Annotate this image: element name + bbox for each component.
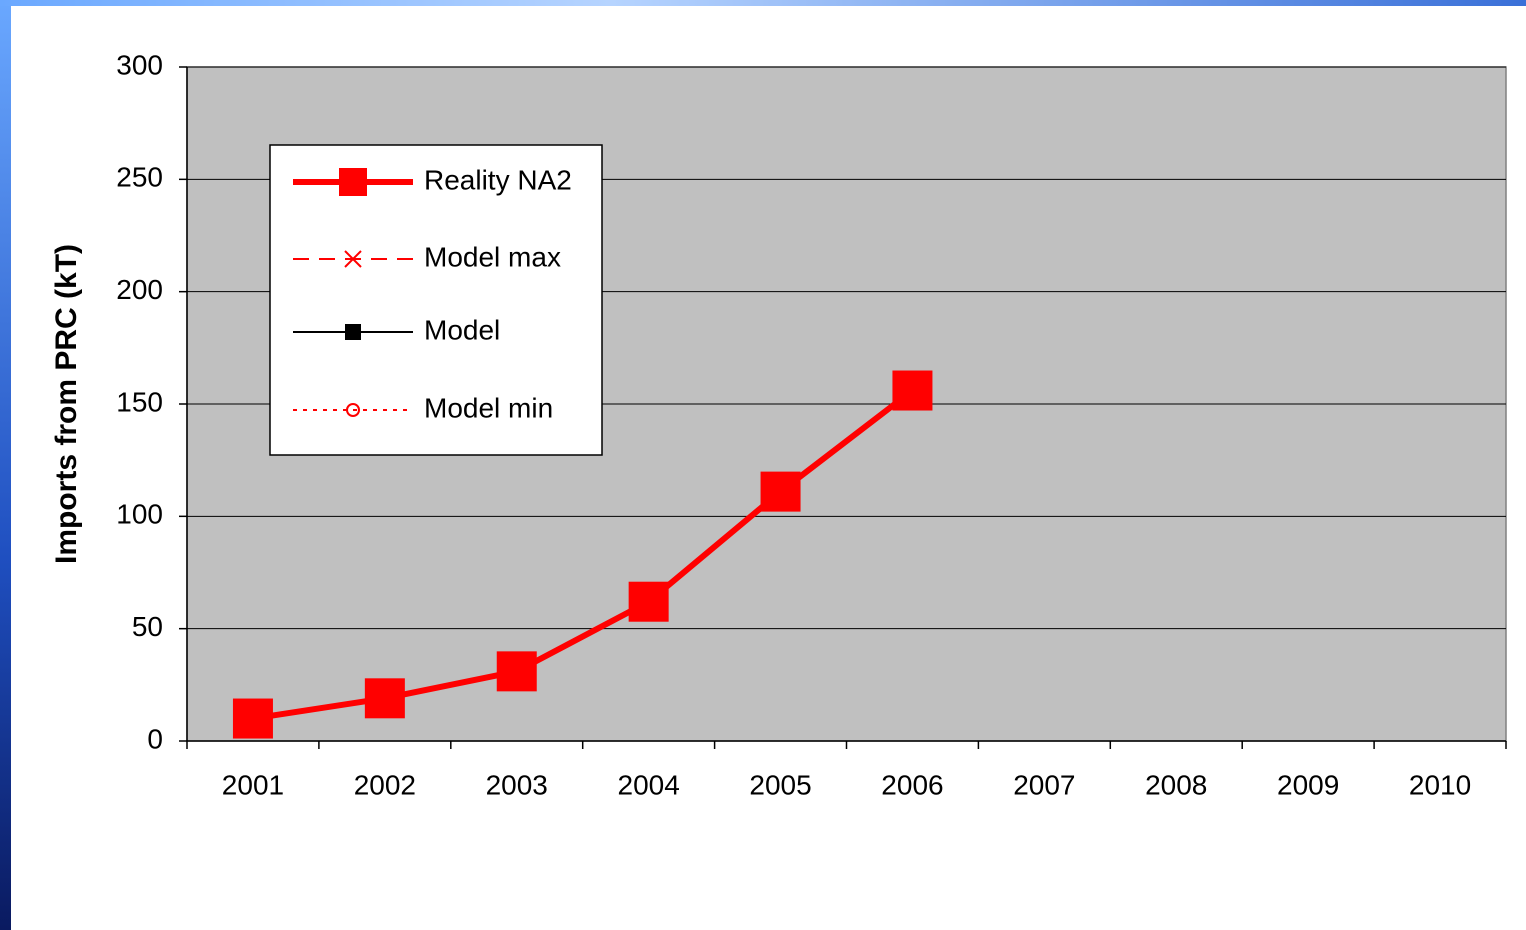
legend-marker — [344, 250, 362, 268]
legend-label: Reality NA2 — [424, 164, 572, 195]
x-tick-label: 2008 — [1145, 769, 1207, 800]
x-tick-label: 2003 — [486, 769, 548, 800]
legend-marker — [339, 168, 367, 196]
y-tick-label: 50 — [132, 611, 163, 642]
y-tick-label: 200 — [116, 274, 163, 305]
y-tick-label: 300 — [116, 49, 163, 80]
x-tick-label: 2001 — [222, 769, 284, 800]
data-point — [496, 651, 537, 692]
x-tick-label: 2010 — [1409, 769, 1471, 800]
x-tick-label: 2005 — [749, 769, 811, 800]
slide-decoration — [0, 0, 1526, 6]
legend-label: Model — [424, 314, 500, 345]
y-tick-label: 150 — [116, 386, 163, 417]
x-tick-label: 2006 — [881, 769, 943, 800]
legend-label: Model min — [424, 392, 553, 423]
y-axis-label: Imports from PRC (kT) — [50, 244, 83, 564]
legend-marker — [345, 324, 361, 340]
y-tick-label: 250 — [116, 162, 163, 193]
legend-marker — [346, 403, 360, 417]
legend-box — [269, 144, 603, 456]
data-point — [760, 471, 801, 512]
legend: Reality NA2 Model max Model Model min — [269, 144, 603, 456]
data-point — [364, 678, 405, 719]
slide-decoration — [0, 0, 11, 930]
x-tick-label: 2004 — [618, 769, 680, 800]
y-tick-label: 100 — [116, 499, 163, 530]
data-point — [892, 370, 933, 411]
x-tick-label: 2007 — [1013, 769, 1075, 800]
y-tick-label: 0 — [147, 723, 163, 754]
series-line — [252, 388, 915, 722]
data-point — [628, 581, 669, 622]
x-tick-label: 2002 — [354, 769, 416, 800]
data-point — [232, 698, 273, 739]
legend-label: Model max — [424, 241, 561, 272]
x-tick-label: 2009 — [1277, 769, 1339, 800]
